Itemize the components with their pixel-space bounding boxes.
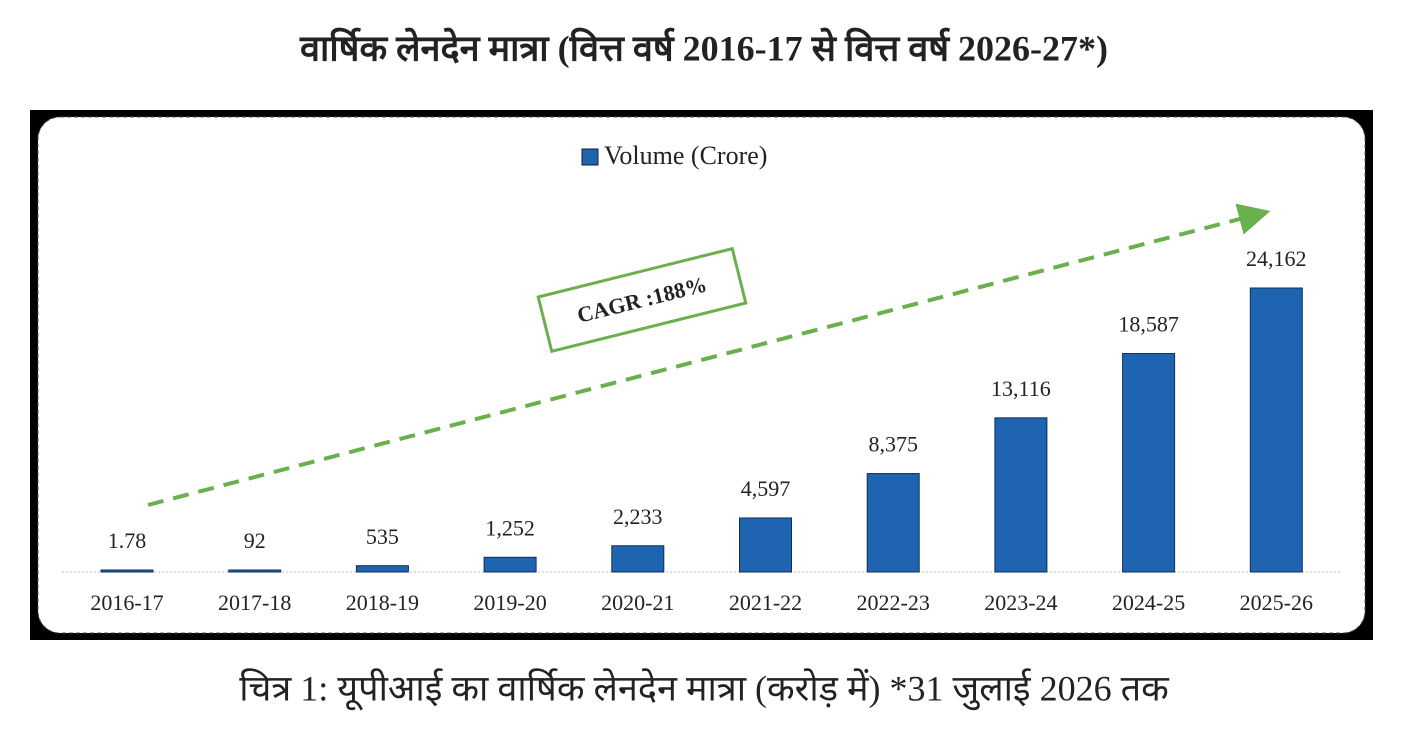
data-label: 1.78 bbox=[108, 528, 147, 553]
x-tick-label: 2018-19 bbox=[346, 590, 419, 615]
bar bbox=[739, 517, 792, 573]
data-label: 535 bbox=[366, 524, 399, 549]
bar bbox=[866, 473, 920, 573]
legend-swatch bbox=[581, 148, 599, 166]
caption: चित्र 1: यूपीआई का वार्षिक लेनदेन मात्रा… bbox=[239, 667, 1170, 710]
x-tick-label: 2017-18 bbox=[218, 590, 291, 615]
x-tick-label: 2024-25 bbox=[1112, 590, 1185, 615]
bar bbox=[994, 417, 1048, 573]
bar bbox=[1249, 287, 1303, 573]
data-label: 92 bbox=[244, 528, 266, 553]
data-label: 8,375 bbox=[868, 432, 918, 457]
cagr-border bbox=[536, 246, 748, 354]
legend-label: Volume (Crore) bbox=[604, 141, 767, 170]
data-label: 4,597 bbox=[741, 476, 791, 501]
chart-title: वार्षिक लेनदेन मात्रा (वित्त वर्ष 2016-1… bbox=[299, 27, 1108, 68]
bar bbox=[611, 545, 665, 573]
bar bbox=[1122, 353, 1176, 573]
trend-arrow bbox=[147, 203, 1271, 507]
bar bbox=[228, 569, 282, 573]
x-tick-label: 2025-26 bbox=[1240, 590, 1313, 615]
bar bbox=[483, 556, 537, 573]
bar bbox=[355, 565, 409, 573]
data-label: 24,162 bbox=[1246, 246, 1307, 271]
x-tick-label: 2023-24 bbox=[984, 590, 1057, 615]
x-tick-label: 2019-20 bbox=[473, 590, 546, 615]
x-tick-label: 2022-23 bbox=[857, 590, 930, 615]
x-tick-label: 2016-17 bbox=[90, 590, 163, 615]
x-tick-label: 2020-21 bbox=[601, 590, 674, 615]
data-label: 13,116 bbox=[991, 376, 1051, 401]
data-label: 2,233 bbox=[613, 504, 663, 529]
x-tick-label: 2021-22 bbox=[729, 590, 802, 615]
data-label: 1,252 bbox=[485, 515, 535, 540]
bar bbox=[100, 569, 154, 573]
data-label: 18,587 bbox=[1118, 312, 1179, 337]
